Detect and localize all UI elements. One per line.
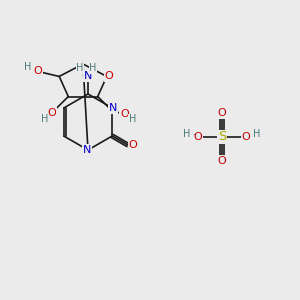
Text: O: O: [194, 132, 202, 142]
Text: O: O: [218, 156, 226, 166]
Text: O: O: [48, 108, 56, 118]
Text: O: O: [218, 108, 226, 118]
Text: O: O: [33, 66, 42, 76]
Text: N: N: [84, 71, 92, 81]
Text: N: N: [83, 145, 91, 155]
Text: H: H: [89, 63, 97, 73]
Text: H: H: [24, 62, 32, 72]
Text: H: H: [76, 63, 84, 73]
Text: H: H: [129, 114, 136, 124]
Text: S: S: [218, 130, 226, 143]
Text: ·: ·: [192, 131, 194, 140]
Text: N: N: [109, 103, 117, 113]
Text: H: H: [253, 129, 261, 139]
Text: O: O: [104, 71, 113, 81]
Text: H: H: [183, 129, 191, 139]
Text: O: O: [120, 109, 129, 119]
Text: O: O: [242, 132, 250, 142]
Text: O: O: [128, 140, 137, 150]
Text: H: H: [41, 114, 49, 124]
